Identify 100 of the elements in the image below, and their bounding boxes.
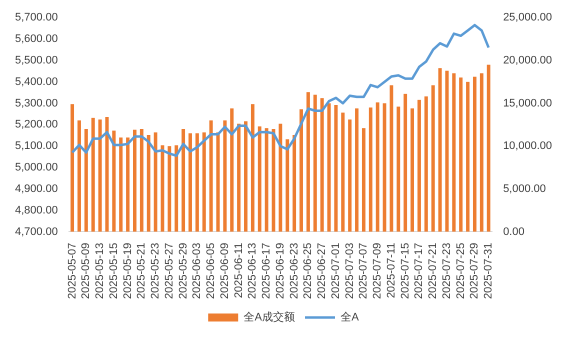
y2-tick-label: 15,000.00 xyxy=(503,97,552,110)
bar xyxy=(91,118,95,232)
bar xyxy=(445,70,449,232)
bar xyxy=(133,130,136,232)
bar xyxy=(168,146,172,232)
x-tick-label: 2025-07-11 xyxy=(385,242,398,298)
y2-tick-label: 5,000.00 xyxy=(503,182,546,195)
y-tick-label: 5,300.00 xyxy=(14,97,58,110)
y-tick-label: 5,700.00 xyxy=(14,12,58,24)
bar xyxy=(244,121,248,232)
y-tick-label: 5,400.00 xyxy=(14,76,58,88)
bar xyxy=(341,112,345,232)
bar xyxy=(250,104,254,232)
bar xyxy=(334,104,338,232)
x-tick-label: 2025-06-13 xyxy=(246,242,259,300)
bar xyxy=(258,126,262,232)
x-tick-label: 2025-05-07 xyxy=(66,242,78,300)
bar xyxy=(459,78,463,232)
x-tick-label: 2025-06-05 xyxy=(205,242,218,300)
bar xyxy=(438,68,442,232)
y-tick-label: 5,100.00 xyxy=(14,140,58,152)
bar xyxy=(195,133,199,232)
bar xyxy=(105,116,109,232)
bar xyxy=(306,92,310,232)
x-tick-label: 2025-06-17 xyxy=(260,242,273,300)
bar xyxy=(292,134,296,232)
x-tick-label: 2025-07-09 xyxy=(372,242,384,300)
x-tick-label: 2025-05-09 xyxy=(80,242,92,300)
x-tick-label: 2025-05-13 xyxy=(94,242,106,300)
x-tick-label: 2025-06-23 xyxy=(288,242,300,300)
x-tick-label: 2025-07-01 xyxy=(330,242,342,300)
y2-tick-label: 0.00 xyxy=(503,226,524,238)
bar xyxy=(70,104,74,232)
bar xyxy=(140,128,144,232)
bar xyxy=(119,138,123,232)
x-tick-label: 2025-07-25 xyxy=(454,242,467,300)
bar xyxy=(84,128,88,232)
bar xyxy=(230,108,234,232)
bar xyxy=(431,85,435,232)
bar xyxy=(404,94,408,232)
bar xyxy=(126,138,130,232)
bar xyxy=(368,108,372,232)
bar xyxy=(223,120,227,232)
bar xyxy=(320,98,324,232)
x-tick-label: 2025-07-03 xyxy=(344,242,356,300)
y-tick-label: 5,500.00 xyxy=(14,54,58,66)
x-tick-label: 2025-05-29 xyxy=(177,242,190,300)
bar xyxy=(77,120,81,232)
bar xyxy=(382,103,386,232)
y-tick-label: 4,800.00 xyxy=(14,204,58,216)
bar xyxy=(286,139,290,232)
bar xyxy=(396,106,400,232)
bar xyxy=(466,82,470,232)
bar xyxy=(424,96,428,232)
x-tick-label: 2025-05-21 xyxy=(136,242,148,300)
x-tick-label: 2025-07-15 xyxy=(399,242,412,300)
bar xyxy=(188,133,192,232)
x-tick-label: 2025-07-29 xyxy=(468,242,481,300)
x-tick-label: 2025-05-19 xyxy=(122,242,134,300)
x-tick-label: 2025-05-23 xyxy=(150,242,162,300)
y2-tick-label: 20,000.00 xyxy=(503,54,552,66)
legend-label: 全A成交额 xyxy=(244,310,296,324)
bar xyxy=(313,94,317,232)
y2-tick-label: 25,000.00 xyxy=(503,12,552,24)
bar xyxy=(355,108,358,232)
y2-tick-label: 10,000.00 xyxy=(503,140,552,152)
x-tick-label: 2025-06-09 xyxy=(218,242,231,300)
bar xyxy=(300,109,303,232)
bar xyxy=(174,145,178,232)
x-tick-label: 2025-06-11 xyxy=(232,242,245,298)
x-tick-label: 2025-06-19 xyxy=(274,242,286,300)
bar xyxy=(154,132,158,232)
x-tick-label: 2025-06-03 xyxy=(191,242,204,300)
bar xyxy=(390,85,394,232)
bar xyxy=(98,120,102,232)
x-tick-label: 2025-07-31 xyxy=(482,242,495,300)
bar xyxy=(348,120,352,232)
y-tick-label: 5,200.00 xyxy=(14,118,58,131)
y-tick-label: 5,000.00 xyxy=(14,162,58,174)
bar xyxy=(182,128,186,232)
bar xyxy=(486,64,490,232)
bar xyxy=(278,124,282,232)
bar xyxy=(480,73,484,232)
bar xyxy=(362,128,366,232)
y-tick-label: 5,600.00 xyxy=(14,33,58,46)
bar xyxy=(264,128,268,232)
bar xyxy=(202,132,206,232)
x-tick-label: 2025-07-21 xyxy=(427,242,440,300)
x-tick-label: 2025-05-15 xyxy=(108,242,120,300)
bar xyxy=(452,73,456,232)
bar xyxy=(417,100,421,232)
x-tick-label: 2025-07-17 xyxy=(413,242,426,300)
x-tick-label: 2025-06-25 xyxy=(302,242,314,300)
x-tick-label: 2025-07-23 xyxy=(440,242,453,300)
bar xyxy=(472,76,476,232)
bar xyxy=(112,130,116,232)
legend-label: 全A xyxy=(340,312,360,324)
bar xyxy=(410,108,414,232)
x-tick-label: 2025-07-07 xyxy=(358,242,370,300)
bar xyxy=(376,102,380,232)
